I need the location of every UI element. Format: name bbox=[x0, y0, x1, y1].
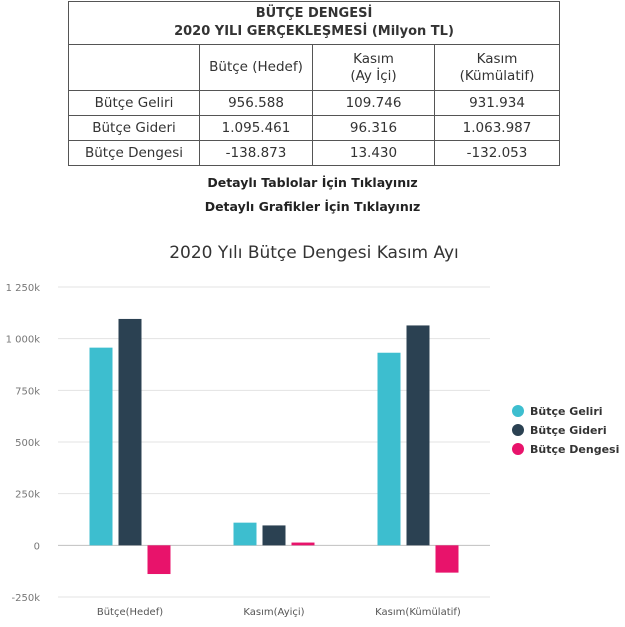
column-header-cumulative-sub: (Kümülatif) bbox=[459, 67, 535, 84]
table-title-cell: BÜTÇE DENGESİ 2020 YILI GERÇEKLEŞMESİ (M… bbox=[68, 1, 560, 45]
legend-item-label[interactable]: Bütçe Geliri bbox=[530, 405, 603, 418]
row-label: Bütçe Gideri bbox=[68, 115, 200, 141]
x-axis-labels: Bütçe(Hedef) Kasım(Ayiçi) Kasım(Kümülatif) bbox=[97, 607, 461, 618]
y-tick-label: 1 250k bbox=[6, 283, 41, 294]
table-row: Bütçe Geliri 956.588 109.746 931.934 bbox=[68, 90, 560, 116]
y-tick-label: 1 000k bbox=[6, 335, 41, 346]
column-header-cumulative: Kasım bbox=[476, 50, 518, 67]
table-cell: 109.746 bbox=[312, 90, 435, 116]
table-row: Bütçe Dengesi -138.873 13.430 -132.053 bbox=[68, 140, 560, 166]
detailed-charts-link[interactable]: Detaylı Grafikler İçin Tıklayınız bbox=[204, 199, 421, 214]
y-tick-label: 0 bbox=[34, 541, 40, 552]
legend-marker bbox=[512, 443, 524, 455]
bar-bütçe-dengesi[interactable] bbox=[435, 545, 459, 573]
table-cell: 96.316 bbox=[312, 115, 435, 141]
table-title: BÜTÇE DENGESİ bbox=[255, 6, 373, 21]
chart-title: 2020 Yılı Bütçe Dengesi Kasım Ayı bbox=[169, 243, 459, 263]
legend-marker bbox=[512, 405, 524, 417]
bar-bütçe-gideri[interactable] bbox=[262, 525, 286, 546]
table-header-row: Bütçe (Hedef) Kasım (Ay İçi) Kasım (Kümü… bbox=[68, 44, 560, 91]
chart-legend[interactable]: Bütçe Geliri Bütçe Gideri Bütçe Dengesi bbox=[512, 405, 619, 456]
table-cell: -132.053 bbox=[434, 140, 560, 166]
column-header-month: Kasım bbox=[353, 50, 394, 67]
y-tick-label: -250k bbox=[12, 593, 41, 604]
table-cell: 956.588 bbox=[199, 90, 313, 116]
bar-bütçe-geliri[interactable] bbox=[233, 522, 257, 546]
table-cell: 13.430 bbox=[312, 140, 435, 166]
bar-bütçe-gideri[interactable] bbox=[118, 318, 142, 546]
legend-item-label[interactable]: Bütçe Gideri bbox=[530, 424, 607, 437]
table-header-cell: Bütçe (Hedef) bbox=[199, 44, 313, 91]
table-header-empty bbox=[68, 44, 200, 91]
bar-bütçe-dengesi[interactable] bbox=[147, 545, 171, 575]
budget-balance-table: BÜTÇE DENGESİ 2020 YILI GERÇEKLEŞMESİ (M… bbox=[68, 1, 560, 166]
y-tick-label: 250k bbox=[15, 490, 40, 501]
bar-bütçe-geliri[interactable] bbox=[89, 347, 113, 546]
x-tick-label: Bütçe(Hedef) bbox=[97, 607, 163, 618]
table-subtitle: 2020 YILI GERÇEKLEŞMESİ (Milyon TL) bbox=[174, 24, 454, 39]
budget-bar-chart: 2020 Yılı Bütçe Dengesi Kasım Ayı 1 250k… bbox=[6, 243, 620, 618]
column-header-month-sub: (Ay İçi) bbox=[350, 67, 397, 84]
table-cell: 1.063.987 bbox=[434, 115, 560, 141]
x-tick-label: Kasım(Ayiçi) bbox=[243, 607, 304, 618]
row-label: Bütçe Dengesi bbox=[68, 140, 200, 166]
table-cell: 931.934 bbox=[434, 90, 560, 116]
table-cell: -138.873 bbox=[199, 140, 313, 166]
table-header-cell: Kasım (Kümülatif) bbox=[434, 44, 560, 91]
bar-bütçe-gideri[interactable] bbox=[406, 325, 430, 546]
column-header-budget: Bütçe (Hedef) bbox=[209, 59, 303, 75]
table-cell: 1.095.461 bbox=[199, 115, 313, 141]
table-row: Bütçe Gideri 1.095.461 96.316 1.063.987 bbox=[68, 115, 560, 141]
y-tick-label: 750k bbox=[15, 386, 40, 397]
bar-bütçe-dengesi[interactable] bbox=[291, 542, 315, 546]
legend-marker bbox=[512, 424, 524, 436]
detailed-tables-link[interactable]: Detaylı Tablolar İçin Tıklayınız bbox=[207, 175, 418, 190]
row-label: Bütçe Geliri bbox=[68, 90, 200, 116]
links-block: Detaylı Tablolar İçin Tıklayınız Detaylı… bbox=[0, 171, 625, 219]
y-tick-label: 500k bbox=[15, 438, 40, 449]
chart-bars bbox=[89, 318, 459, 575]
table-header-cell: Kasım (Ay İçi) bbox=[312, 44, 435, 91]
x-tick-label: Kasım(Kümülatif) bbox=[375, 607, 461, 618]
bar-bütçe-geliri[interactable] bbox=[377, 352, 401, 546]
legend-item-label[interactable]: Bütçe Dengesi bbox=[530, 443, 619, 456]
